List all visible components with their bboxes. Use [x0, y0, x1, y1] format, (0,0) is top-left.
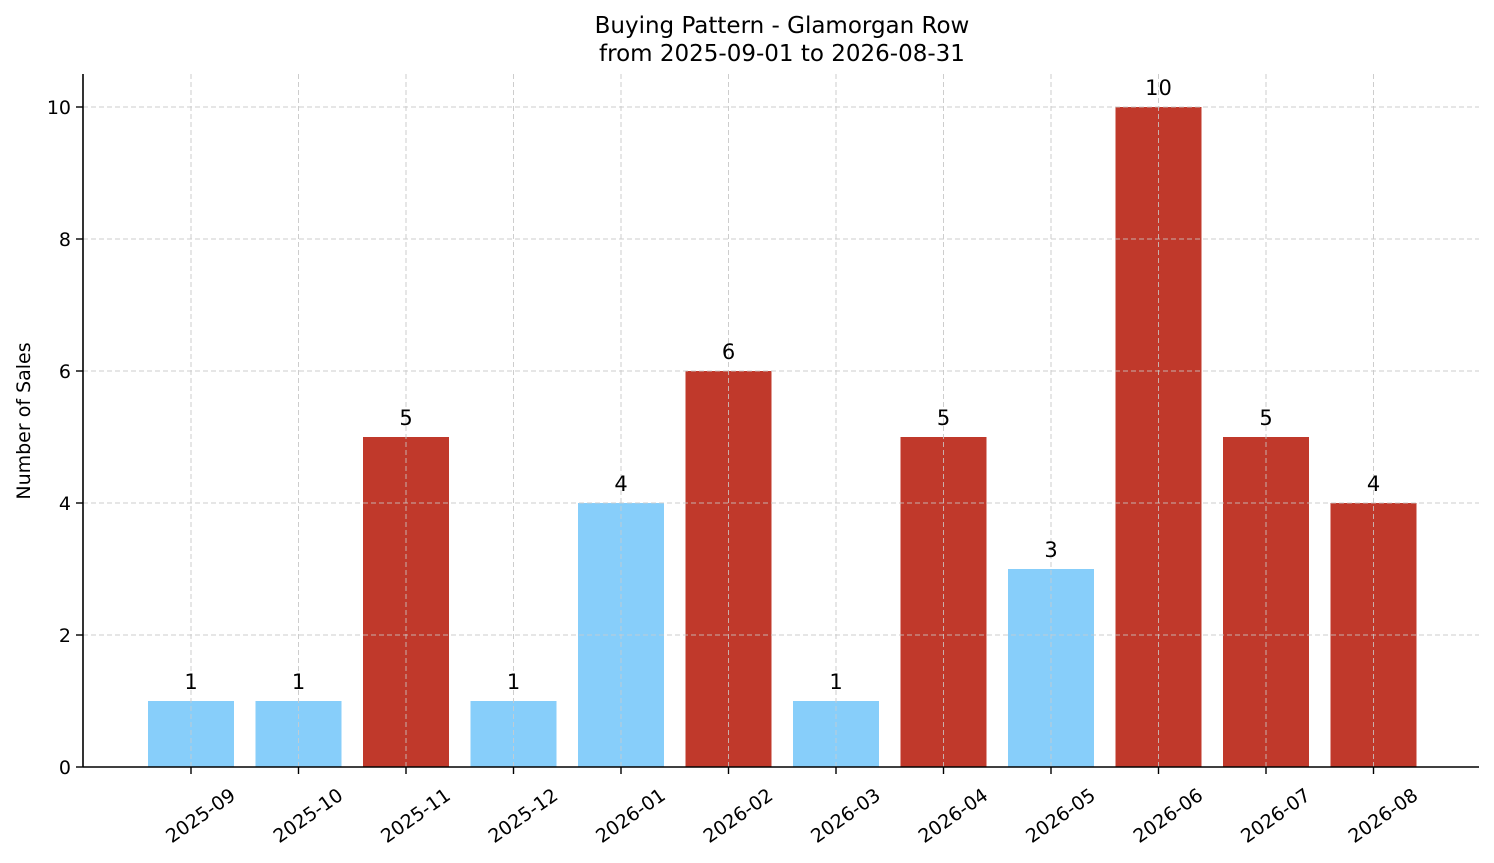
chart-title: Buying Pattern - Glamorgan Row [595, 13, 970, 39]
data-labels: 1 1 5 1 4 6 1 5 3 10 5 4 [184, 76, 1380, 694]
data-label: 1 [292, 670, 305, 694]
bars [148, 107, 1417, 767]
y-tick-label: 8 [59, 229, 71, 251]
x-axis-ticks: 2025-09 2025-10 2025-11 2025-12 2026-01 2026-… [162, 767, 1422, 848]
chart-subtitle: from 2025-09-01 to 2026-08-31 [599, 41, 965, 67]
y-axis-label: Number of Sales [13, 342, 35, 499]
data-label: 5 [399, 406, 412, 430]
data-label: 10 [1145, 76, 1172, 100]
y-axis-ticks: 0 2 4 6 8 10 [47, 97, 83, 779]
x-tick-label: 2026-01 [592, 784, 670, 848]
x-tick-label: 2026-04 [915, 784, 993, 848]
x-tick-label: 2026-03 [807, 784, 885, 848]
data-label: 5 [1259, 406, 1272, 430]
y-tick-label: 2 [59, 625, 71, 647]
x-tick-label: 2025-11 [377, 784, 455, 848]
axes [82, 74, 1479, 768]
data-label: 4 [614, 472, 627, 496]
x-tick-label: 2026-08 [1345, 784, 1423, 848]
data-label: 3 [1044, 538, 1057, 562]
y-tick-label: 10 [47, 97, 71, 119]
grid-overlay [83, 74, 1479, 768]
x-tick-label: 2025-09 [162, 784, 240, 848]
x-tick-label: 2026-07 [1237, 784, 1315, 848]
data-label: 1 [507, 670, 520, 694]
data-label: 6 [722, 340, 735, 364]
data-label: 5 [937, 406, 950, 430]
x-tick-label: 2025-12 [485, 784, 563, 848]
x-tick-label: 2025-10 [270, 784, 348, 848]
data-label: 1 [184, 670, 197, 694]
data-label: 4 [1367, 472, 1380, 496]
x-tick-label: 2026-02 [700, 784, 778, 848]
data-label: 1 [829, 670, 842, 694]
x-tick-label: 2026-05 [1022, 784, 1100, 848]
x-tick-label: 2026-06 [1130, 784, 1208, 848]
y-tick-label: 4 [59, 493, 71, 515]
y-tick-label: 0 [59, 757, 71, 779]
y-tick-label: 6 [59, 361, 71, 383]
